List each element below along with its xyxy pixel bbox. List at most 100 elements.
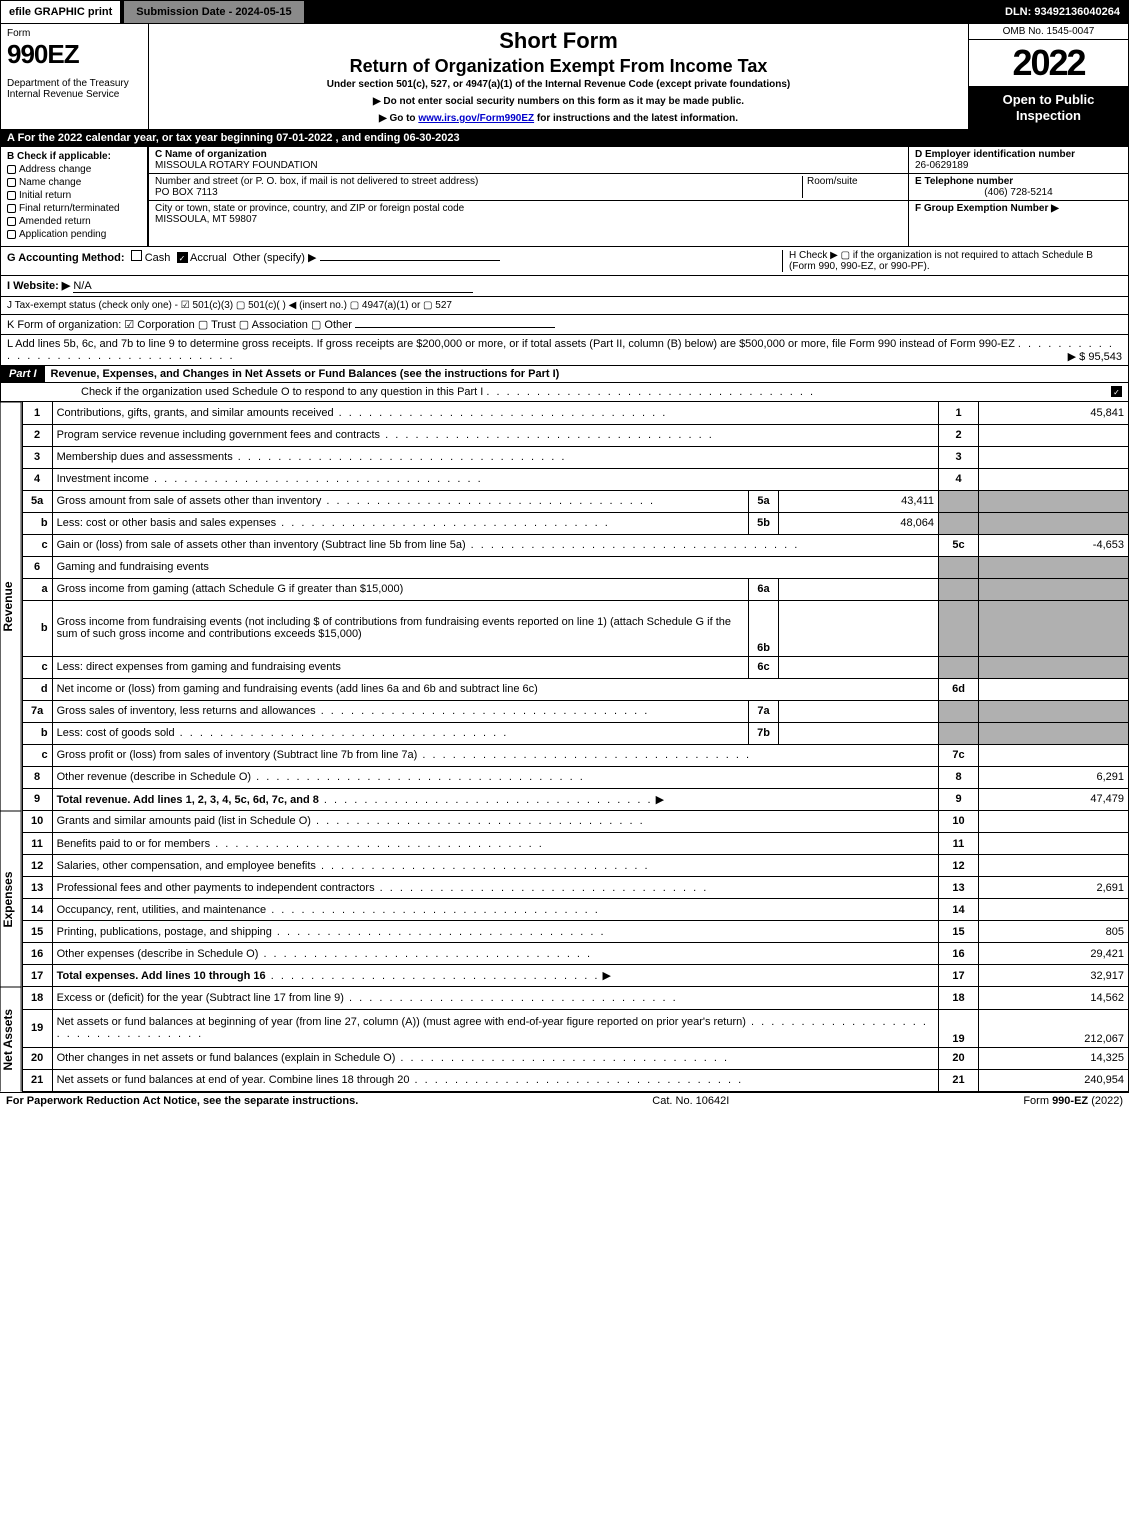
h-schedule-b: H Check ▶ ▢ if the organization is not r… — [782, 250, 1122, 272]
efile-print: efile GRAPHIC print — [1, 1, 120, 23]
line-5a-desc: Gross amount from sale of assets other t… — [57, 495, 322, 507]
col-b-label: B Check if applicable: — [7, 151, 141, 162]
footer-mid: Cat. No. 10642I — [652, 1095, 729, 1107]
line-18-val: 14,562 — [979, 987, 1129, 1009]
line-17-val: 32,917 — [979, 965, 1129, 987]
line-7b: bLess: cost of goods sold7b — [22, 722, 1128, 744]
instruction-1: ▶ Do not enter social security numbers o… — [153, 96, 964, 107]
line-5b-val: 48,064 — [779, 512, 939, 534]
ein-label: D Employer identification number — [915, 149, 1075, 160]
expenses-section: Expenses 10Grants and similar amounts pa… — [0, 811, 1129, 988]
netassets-sidelabel: Net Assets — [0, 987, 22, 1092]
line-5b: bLess: cost or other basis and sales exp… — [22, 512, 1128, 534]
revenue-table: 1Contributions, gifts, grants, and simil… — [22, 402, 1129, 811]
line-5b-desc: Less: cost or other basis and sales expe… — [57, 517, 277, 529]
line-18-desc: Excess or (deficit) for the year (Subtra… — [57, 992, 344, 1004]
line-19-desc: Net assets or fund balances at beginning… — [57, 1016, 746, 1028]
line-6: 6Gaming and fundraising events — [22, 556, 1128, 578]
footer: For Paperwork Reduction Act Notice, see … — [0, 1092, 1129, 1109]
line-12-desc: Salaries, other compensation, and employ… — [57, 860, 316, 872]
tel-block: E Telephone number (406) 728-5214 — [909, 174, 1128, 201]
website-label: I Website: ▶ — [7, 280, 70, 292]
group-label: F Group Exemption Number ▶ — [915, 203, 1059, 214]
revenue-section: Revenue 1Contributions, gifts, grants, a… — [0, 402, 1129, 811]
org-name-block: C Name of organization MISSOULA ROTARY F… — [149, 147, 908, 174]
line-10-desc: Grants and similar amounts paid (list in… — [57, 815, 311, 827]
line-9-desc: Total revenue. Add lines 1, 2, 3, 4, 5c,… — [57, 794, 319, 806]
l-text: L Add lines 5b, 6c, and 7b to line 9 to … — [7, 338, 1015, 350]
k-text: K Form of organization: ☑ Corporation ▢ … — [7, 319, 352, 331]
line-16: 16Other expenses (describe in Schedule O… — [22, 943, 1128, 965]
website-value: N/A — [73, 280, 473, 293]
part-1-label: Part I — [1, 366, 45, 382]
accrual-label: Accrual — [190, 252, 227, 264]
check-label-0: Address change — [19, 164, 91, 175]
line-4: 4Investment income4 — [22, 468, 1128, 490]
street-value: PO BOX 7113 — [155, 187, 218, 198]
line-20-desc: Other changes in net assets or fund bala… — [57, 1052, 396, 1064]
line-11-val — [979, 833, 1129, 855]
line-6b-desc: Gross income from fundraising events (no… — [57, 616, 731, 640]
accounting-method: G Accounting Method: Cash Accrual Other … — [7, 250, 782, 272]
org-name: MISSOULA ROTARY FOUNDATION — [155, 160, 318, 171]
line-10-val — [979, 811, 1129, 833]
line-2-val — [979, 424, 1129, 446]
row-a-tax-year: A For the 2022 calendar year, or tax yea… — [0, 130, 1129, 147]
check-address-change: Address change — [7, 164, 141, 175]
short-form-title: Short Form — [153, 28, 964, 54]
line-7a-desc: Gross sales of inventory, less returns a… — [57, 705, 316, 717]
line-19: 19Net assets or fund balances at beginni… — [22, 1009, 1128, 1047]
subtitle: Under section 501(c), 527, or 4947(a)(1)… — [153, 79, 964, 90]
check-final-return: Final return/terminated — [7, 203, 141, 214]
row-l-gross-receipts: L Add lines 5b, 6c, and 7b to line 9 to … — [0, 335, 1129, 366]
line-3-val — [979, 446, 1129, 468]
open-to-public: Open to Public Inspection — [969, 86, 1128, 129]
line-5c-val: -4,653 — [979, 534, 1129, 556]
line-15: 15Printing, publications, postage, and s… — [22, 921, 1128, 943]
line-6d: dNet income or (loss) from gaming and fu… — [22, 678, 1128, 700]
check-label-1: Name change — [19, 177, 81, 188]
g-label: G Accounting Method: — [7, 252, 125, 264]
city-value: MISSOULA, MT 59807 — [155, 214, 257, 225]
footer-left: For Paperwork Reduction Act Notice, see … — [6, 1095, 358, 1107]
schedule-o-checkbox — [1111, 386, 1122, 397]
line-21-val: 240,954 — [979, 1069, 1129, 1091]
netassets-table: 18Excess or (deficit) for the year (Subt… — [22, 987, 1129, 1092]
col-b-checkboxes: B Check if applicable: Address change Na… — [1, 147, 149, 246]
check-label-5: Application pending — [19, 229, 106, 240]
tel-value: (406) 728-5214 — [915, 187, 1122, 198]
schedule-o-text: Check if the organization used Schedule … — [81, 386, 483, 398]
line-6d-val — [979, 678, 1129, 700]
line-20: 20Other changes in net assets or fund ba… — [22, 1047, 1128, 1069]
city-block: City or town, state or province, country… — [149, 201, 908, 227]
line-7c-desc: Gross profit or (loss) from sales of inv… — [57, 749, 418, 761]
row-g-h: G Accounting Method: Cash Accrual Other … — [0, 247, 1129, 276]
ein-block: D Employer identification number 26-0629… — [909, 147, 1128, 174]
line-5a-val: 43,411 — [779, 490, 939, 512]
line-7a: 7aGross sales of inventory, less returns… — [22, 700, 1128, 722]
col-d-identifiers: D Employer identification number 26-0629… — [908, 147, 1128, 246]
col-c-org-info: C Name of organization MISSOULA ROTARY F… — [149, 147, 908, 246]
entity-info-box: B Check if applicable: Address change Na… — [0, 147, 1129, 247]
row-j-tax-exempt: J Tax-exempt status (check only one) - ☑… — [0, 297, 1129, 315]
ein-value: 26-0629189 — [915, 160, 968, 171]
irs-link[interactable]: www.irs.gov/Form990EZ — [418, 113, 534, 124]
expenses-sidelabel: Expenses — [0, 811, 22, 988]
dln: DLN: 93492136040264 — [1005, 6, 1128, 18]
cash-label: Cash — [145, 252, 171, 264]
line-8-val: 6,291 — [979, 766, 1129, 788]
header-left: Form 990EZ Department of the Treasury In… — [1, 24, 149, 129]
line-6a-desc: Gross income from gaming (attach Schedul… — [57, 583, 404, 595]
line-15-val: 805 — [979, 921, 1129, 943]
line-4-desc: Investment income — [57, 473, 149, 485]
check-application-pending: Application pending — [7, 229, 141, 240]
check-initial-return: Initial return — [7, 190, 141, 201]
check-label-4: Amended return — [19, 216, 91, 227]
form-number: 990EZ — [7, 39, 142, 70]
line-8-desc: Other revenue (describe in Schedule O) — [57, 771, 251, 783]
l-value: ▶ $ 95,543 — [1068, 350, 1122, 363]
form-header: Form 990EZ Department of the Treasury In… — [0, 24, 1129, 130]
instr2-pre: ▶ Go to — [379, 113, 418, 124]
line-3: 3Membership dues and assessments3 — [22, 446, 1128, 468]
line-14: 14Occupancy, rent, utilities, and mainte… — [22, 899, 1128, 921]
